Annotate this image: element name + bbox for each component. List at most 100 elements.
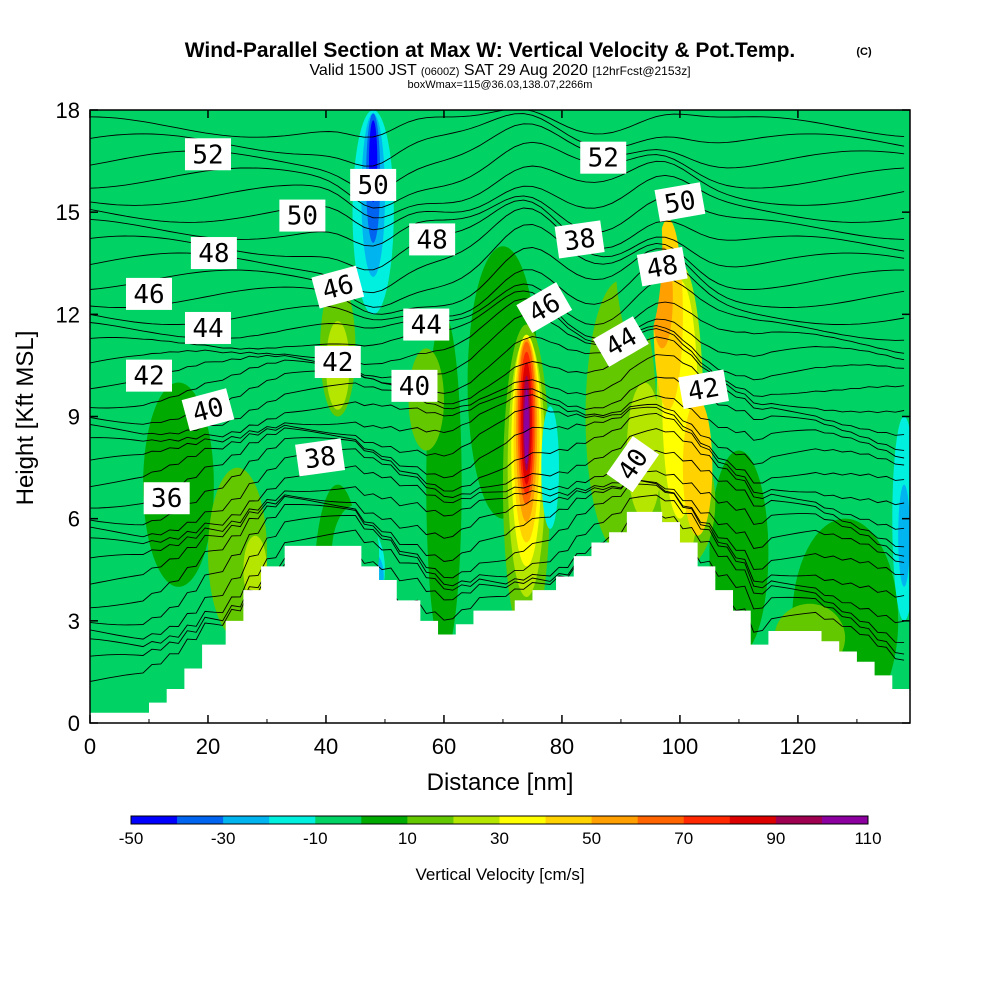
x-axis-label: Distance [nm] [427,769,574,796]
velocity-cell [615,144,663,349]
contour-label-box [391,369,438,402]
contour-label-text: 52 [588,144,619,174]
contour-label: 44 [184,311,231,344]
subtitle-date: SAT 29 Aug 2020 [464,62,588,79]
isentrope-line [90,328,905,409]
contour-label-box [125,277,172,310]
contour-label: 46 [125,277,172,310]
contour-labels: 5250484644424038365250484644424038504846… [125,138,729,515]
subtitle-forecast: [12hrFcst@2153z] [592,64,690,78]
contour-label: 52 [580,141,627,174]
contour-label-text: 48 [644,250,680,285]
contour-label-box [184,311,231,344]
contour-label-box [314,346,361,379]
isentrope-line [90,298,905,365]
y-tick-label: 18 [56,98,80,123]
colorbar-frame [130,815,869,825]
colorbar-tick-label: -30 [211,829,236,848]
colorbar-tick-label: 110 [854,829,881,848]
contour-label-box [279,199,326,232]
isentrope-line [90,470,905,559]
colorbar-swatch [591,816,639,824]
isentrope-line [90,406,905,509]
contour-label-text: 42 [133,362,164,392]
contour-label-text: 44 [192,314,223,344]
contour-label-box [606,436,660,493]
isentrope-line [90,450,905,548]
colorbar-swatch [453,816,500,824]
contour-label: 38 [295,438,346,477]
isentrope-line [90,478,905,609]
chart-subtitle: Valid 1500 JST (0600Z) SAT 29 Aug 2020 [… [309,62,690,79]
x-tick-label: 0 [84,734,96,759]
colorbar-tick-label: 30 [490,829,509,848]
x-tick-label: 40 [314,734,338,759]
contour-label: 44 [403,308,450,341]
contour-label-box [409,223,456,256]
copyright-mark: (C) [856,46,872,58]
isentrope-line [90,403,905,488]
isentrope-line [90,531,905,657]
contour-label: 42 [125,359,172,392]
x-tick-label: 60 [432,734,456,759]
contour-label-text: 48 [417,225,448,255]
isentrope-line [90,110,905,138]
contour-label: 40 [391,369,438,402]
colorbar-swatch [361,816,408,824]
isentrope-line [90,224,905,308]
colorbar-tick-label: 70 [674,829,693,848]
velocity-cell [524,389,529,465]
subtitle-valid: Valid 1500 JST [309,62,417,79]
contour-label-box [184,138,231,171]
velocity-cell [541,406,559,529]
contour-label: 48 [190,237,237,270]
colorbar-swatch [683,816,731,824]
colorbar-swatch [821,816,869,824]
isentrope-line [90,247,905,315]
x-tick-label: 100 [662,734,699,759]
contour-label-text: 50 [287,202,318,232]
contour-label-text: 50 [662,185,698,220]
colorbar-tick-label: -50 [119,829,144,848]
contour-label-text: 36 [151,484,182,514]
isentrope-line [90,313,905,390]
isentrope-line [90,174,905,231]
contour-label-text: 40 [399,372,430,402]
colorbar-swatch [177,816,224,824]
contour-label-text: 52 [192,140,223,170]
chart-title: Wind-Parallel Section at Max W: Vertical… [185,39,796,62]
isentrope-line [90,478,905,585]
contour-label: 38 [554,220,605,259]
colorbar-swatch [545,816,593,824]
chart-subtitle-2: boxWmax=115@36.03,138.07,2266m [408,79,593,91]
colorbar-swatch [499,816,547,824]
isentrope-line [90,494,905,640]
contour-label-text: 42 [322,348,353,378]
colorbar-swatch [729,816,777,824]
isentrope-line [90,354,905,436]
isentrope-line [90,512,905,648]
contour-label-box [143,482,190,515]
x-axis: 0 20 40 60 80 100 120 [84,110,858,759]
y-axis-label: Height [Kft MSL] [12,331,39,506]
y-tick-label: 3 [68,609,80,634]
colorbar-tick-label: -10 [303,829,328,848]
colorbar-swatch [407,816,454,824]
contour-label-text: 48 [198,239,229,269]
y-tick-label: 15 [56,200,80,225]
contour-label-box [350,168,397,201]
contour-label-box [311,265,365,309]
contour-label: 50 [350,168,397,201]
x-tick-label: 80 [550,734,574,759]
colorbar-swatch [223,816,270,824]
isentrope-line [90,376,905,451]
plot-area: 5250484644424038365250484644424038504846… [90,110,910,723]
contour-label-text: 44 [411,311,442,341]
contour-label-text: 50 [358,171,389,201]
contour-label: 48 [409,223,456,256]
contour-label: 36 [143,482,190,515]
velocity-cell [898,484,910,587]
contour-label: 48 [636,246,688,287]
